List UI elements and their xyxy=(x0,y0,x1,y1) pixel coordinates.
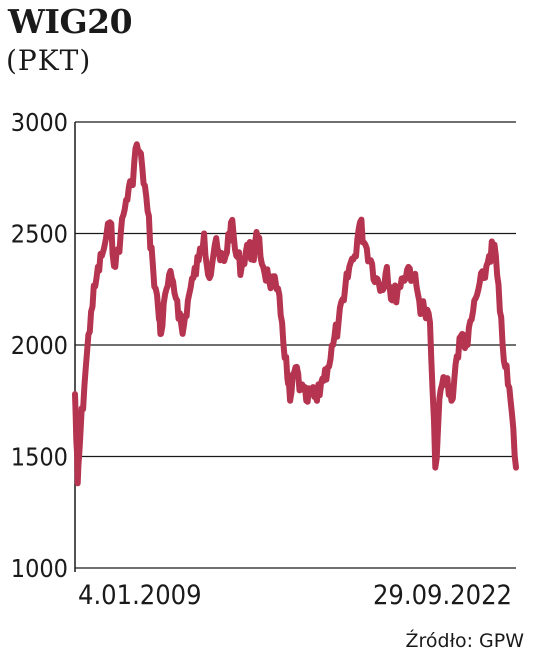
chart-unit-label: (PKT) xyxy=(6,44,92,77)
y-tick-label: 1000 xyxy=(11,554,68,583)
y-tick-label: 2000 xyxy=(11,331,68,360)
y-tick-label: 3000 xyxy=(11,108,68,137)
x-label-start: 4.01.2009 xyxy=(78,580,202,611)
y-tick-label: 2500 xyxy=(11,220,68,249)
source-note: Źródło: GPW xyxy=(405,630,524,652)
y-tick-labels: 3000 2500 2000 1500 1000 xyxy=(11,108,68,583)
gridlines xyxy=(75,121,516,569)
series-line-wig20 xyxy=(72,141,519,487)
x-label-end: 29.09.2022 xyxy=(373,580,512,611)
y-tick-label: 1500 xyxy=(11,443,68,472)
chart-title: WIG20 xyxy=(8,2,133,41)
